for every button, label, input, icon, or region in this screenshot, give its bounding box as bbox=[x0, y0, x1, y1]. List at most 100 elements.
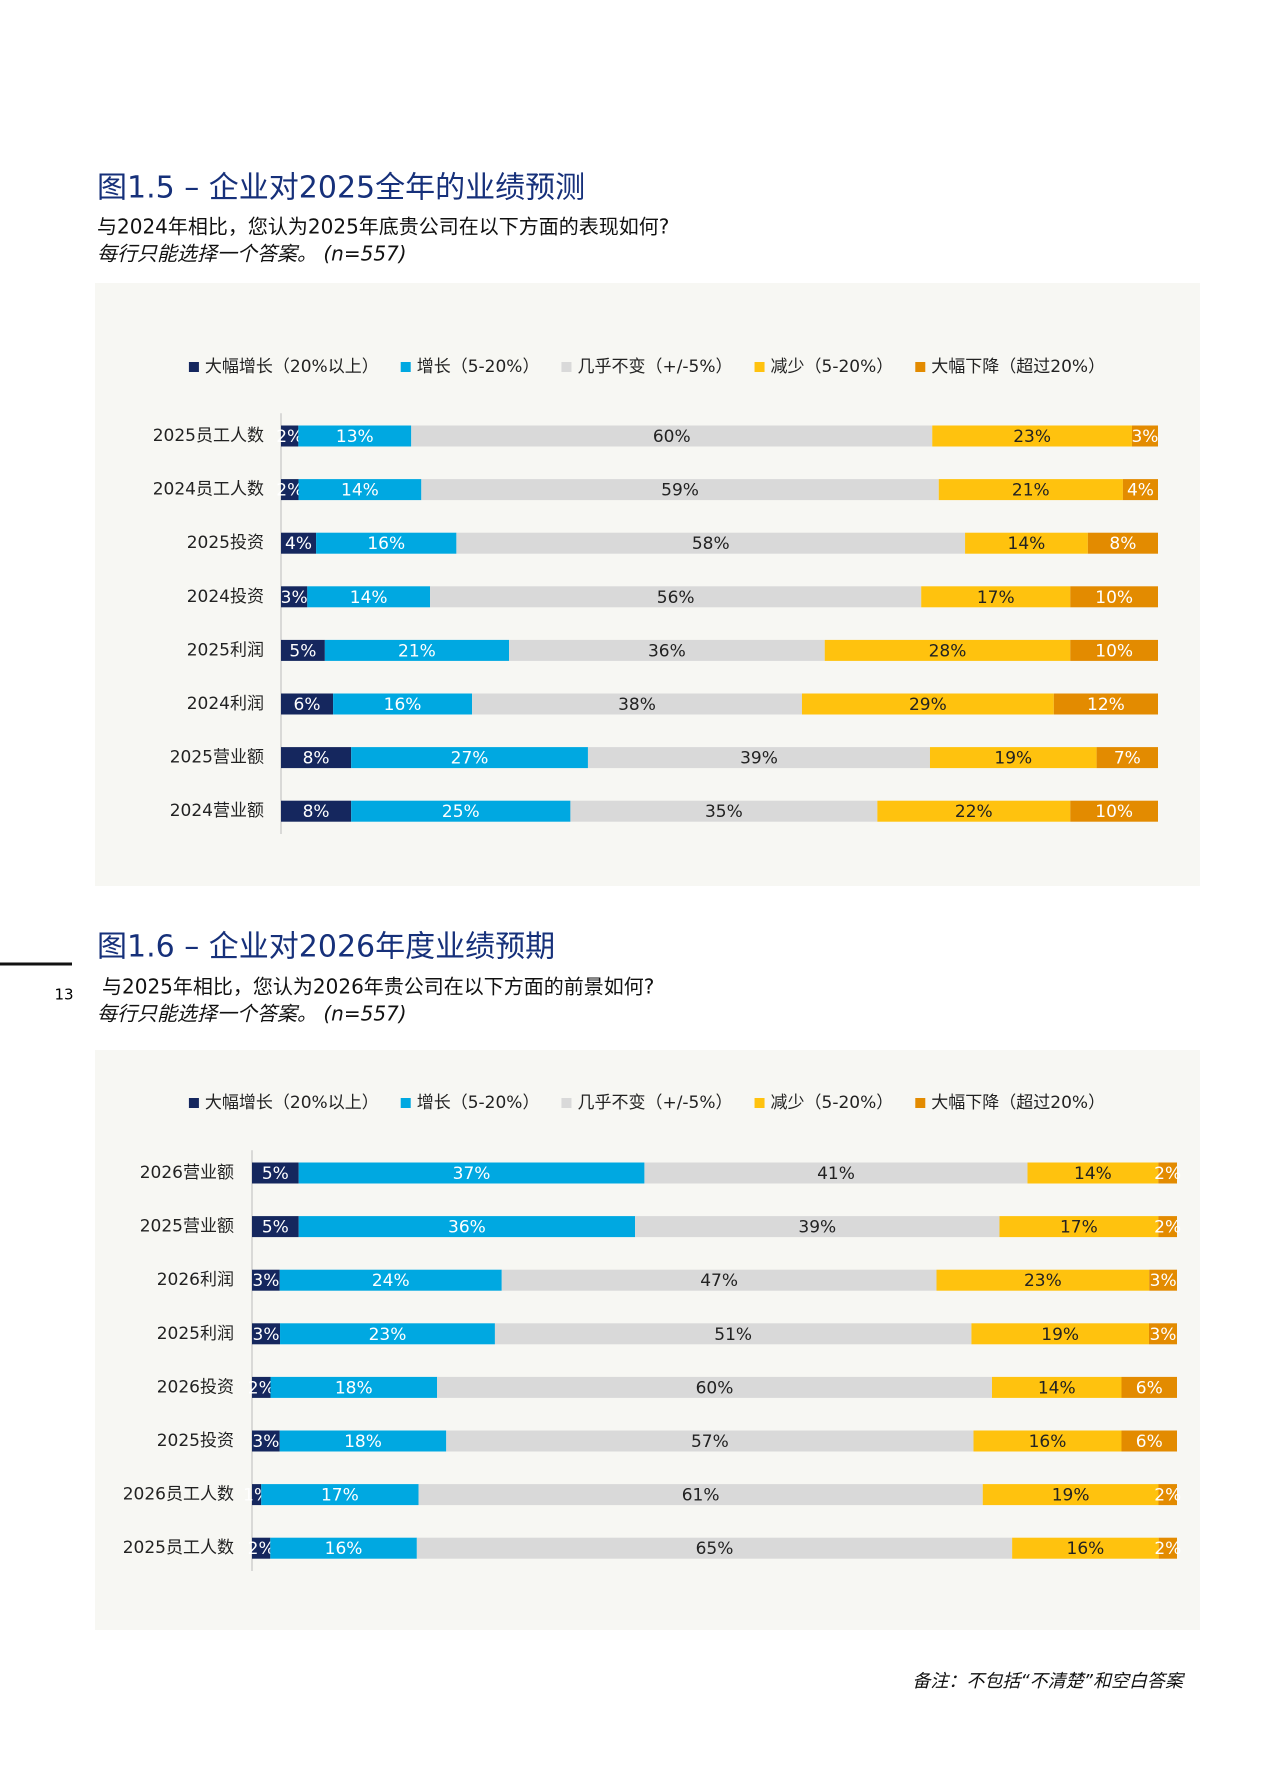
value-label: 3% bbox=[252, 1271, 279, 1291]
value-label: 3% bbox=[281, 588, 308, 608]
value-label: 51% bbox=[714, 1325, 752, 1345]
bar-segment bbox=[298, 425, 412, 447]
bar-segment bbox=[982, 1484, 1159, 1506]
value-label: 36% bbox=[648, 641, 686, 661]
value-label: 61% bbox=[682, 1486, 720, 1506]
bar-segment bbox=[252, 1323, 281, 1345]
legend-marker bbox=[915, 362, 926, 372]
legend-marker bbox=[561, 362, 572, 372]
value-label: 14% bbox=[350, 588, 388, 608]
bar-segment bbox=[932, 425, 1132, 447]
bar-segment bbox=[270, 1537, 417, 1559]
bar-segment bbox=[1158, 1537, 1177, 1559]
bar-segment bbox=[501, 1269, 937, 1291]
legend-marker bbox=[400, 1098, 411, 1108]
legend-label: 减少（5-20%） bbox=[771, 357, 894, 377]
bar-segment bbox=[280, 1323, 495, 1345]
value-label: 3% bbox=[253, 1325, 280, 1345]
legend-marker bbox=[561, 1098, 572, 1108]
category-label: 2026投资 bbox=[157, 1377, 234, 1397]
bar-segment bbox=[1121, 1430, 1177, 1452]
value-label: 38% bbox=[618, 695, 656, 715]
bar-segment bbox=[252, 1537, 271, 1559]
value-label: 8% bbox=[303, 749, 330, 769]
value-label: 10% bbox=[1095, 802, 1133, 822]
value-label: 21% bbox=[398, 641, 436, 661]
legend-label: 大幅下降（超过20%） bbox=[931, 357, 1105, 377]
bar-segment bbox=[936, 1269, 1150, 1291]
category-label: 2025营业额 bbox=[170, 748, 264, 768]
value-label: 58% bbox=[692, 534, 730, 554]
value-label: 3% bbox=[1131, 427, 1158, 447]
value-label: 16% bbox=[325, 1539, 363, 1559]
bar-segment bbox=[281, 693, 334, 715]
category-label: 2026利润 bbox=[157, 1270, 234, 1290]
bar-segment bbox=[252, 1484, 262, 1506]
value-label: 47% bbox=[700, 1271, 738, 1291]
value-label: 16% bbox=[1029, 1432, 1067, 1452]
bar-segment bbox=[316, 532, 457, 554]
value-label: 56% bbox=[657, 588, 695, 608]
value-label: 17% bbox=[1060, 1218, 1098, 1238]
value-label: 2% bbox=[248, 1378, 275, 1398]
bar-segment bbox=[281, 747, 352, 769]
value-label: 8% bbox=[303, 802, 330, 822]
value-label: 17% bbox=[977, 588, 1015, 608]
chart-subtitle: 与2025年相比，您认为2026年贵公司在以下方面的前景如何? bbox=[102, 975, 654, 999]
legend-marker bbox=[400, 362, 411, 372]
bar-segment bbox=[644, 1162, 1028, 1184]
bar-segment bbox=[298, 479, 422, 501]
bar-segment bbox=[421, 479, 939, 501]
bar-segment bbox=[252, 1269, 280, 1291]
bar-segment bbox=[252, 1430, 280, 1452]
legend-marker bbox=[754, 362, 765, 372]
bar-segment bbox=[1070, 639, 1158, 661]
bar-segment bbox=[1149, 1269, 1177, 1291]
bar-segment bbox=[1122, 479, 1158, 501]
category-label: 2025投资 bbox=[157, 1431, 234, 1451]
bar-segment bbox=[1053, 693, 1158, 715]
bar-segment bbox=[281, 479, 299, 501]
bar-segment bbox=[281, 532, 317, 554]
bar-segment bbox=[570, 800, 878, 822]
footnote: 备注：不包括“不清楚”和空白答案 bbox=[912, 1671, 1186, 1692]
legend-label: 增长（5-20%） bbox=[417, 357, 540, 377]
value-label: 23% bbox=[369, 1325, 407, 1345]
legend-label: 减少（5-20%） bbox=[771, 1093, 894, 1113]
bar-segment bbox=[324, 639, 510, 661]
value-label: 2% bbox=[1154, 1218, 1181, 1238]
bar-segment bbox=[430, 586, 922, 608]
panel bbox=[95, 283, 1200, 886]
value-label: 19% bbox=[1052, 1486, 1090, 1506]
bar-segment bbox=[416, 1537, 1013, 1559]
value-label: 24% bbox=[372, 1271, 410, 1291]
value-label: 2% bbox=[276, 481, 303, 501]
category-label: 2025利润 bbox=[187, 640, 264, 660]
chart-title: 图1.5 – 企业对2025全年的业绩预测 bbox=[97, 171, 585, 206]
bar-segment bbox=[921, 586, 1071, 608]
value-label: 3% bbox=[1149, 1325, 1176, 1345]
chart-note: 每行只能选择一个答案。 (n=557) bbox=[97, 242, 407, 266]
legend-marker bbox=[188, 1098, 199, 1108]
legend-label: 增长（5-20%） bbox=[417, 1093, 540, 1113]
category-label: 2025营业额 bbox=[140, 1217, 234, 1237]
bar-segment bbox=[635, 1216, 1000, 1238]
bar-segment bbox=[281, 586, 308, 608]
value-label: 6% bbox=[1136, 1378, 1163, 1398]
value-label: 14% bbox=[1038, 1378, 1076, 1398]
bar-segment bbox=[971, 1323, 1149, 1345]
bar-segment bbox=[298, 1216, 636, 1238]
bar-segment bbox=[973, 1430, 1122, 1452]
bar-segment bbox=[279, 1430, 447, 1452]
legend-label: 几乎不变（+/-5%） bbox=[577, 1093, 732, 1113]
bar-segment bbox=[1070, 800, 1158, 822]
legend-marker bbox=[754, 1098, 765, 1108]
value-label: 60% bbox=[696, 1378, 734, 1398]
chart-subtitle: 与2024年相比，您认为2025年底贵公司在以下方面的表现如何? bbox=[97, 215, 669, 239]
value-label: 22% bbox=[955, 802, 993, 822]
value-label: 5% bbox=[262, 1164, 289, 1184]
value-label: 7% bbox=[1114, 749, 1141, 769]
bar-segment bbox=[1158, 1484, 1177, 1506]
value-label: 19% bbox=[994, 749, 1032, 769]
legend-label: 大幅增长（20%以上） bbox=[205, 1093, 379, 1113]
